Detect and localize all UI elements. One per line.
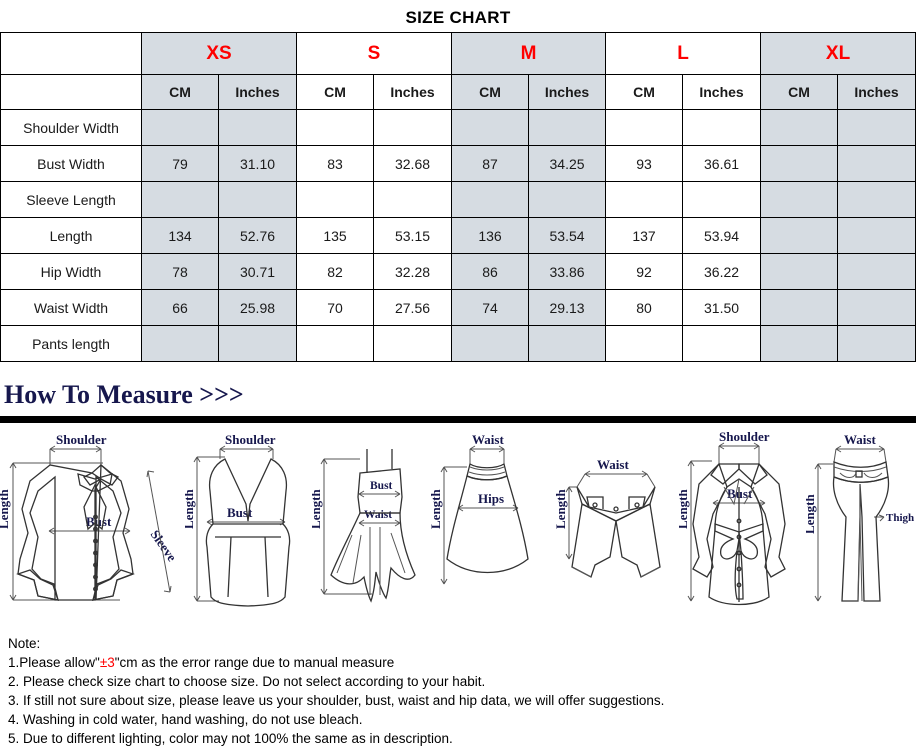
svg-text:Hips: Hips xyxy=(478,491,504,506)
svg-text:Length: Length xyxy=(679,489,690,530)
svg-text:Length: Length xyxy=(430,489,443,530)
svg-text:Length: Length xyxy=(312,489,323,530)
svg-text:Length: Length xyxy=(555,489,568,530)
svg-text:Waist: Waist xyxy=(472,432,504,447)
svg-text:Thigh: Thigh xyxy=(886,512,914,524)
svg-text:Waist: Waist xyxy=(844,432,876,447)
svg-text:Waist: Waist xyxy=(364,509,392,521)
svg-text:Shoulder: Shoulder xyxy=(719,429,770,444)
svg-text:Waist: Waist xyxy=(597,457,629,472)
svg-text:Shoulder: Shoulder xyxy=(225,432,276,447)
svg-text:Length: Length xyxy=(806,494,817,535)
svg-text:Length: Length xyxy=(0,489,11,530)
svg-text:Bust: Bust xyxy=(370,480,393,492)
svg-text:Shoulder: Shoulder xyxy=(56,432,107,447)
svg-text:Length: Length xyxy=(185,489,196,530)
